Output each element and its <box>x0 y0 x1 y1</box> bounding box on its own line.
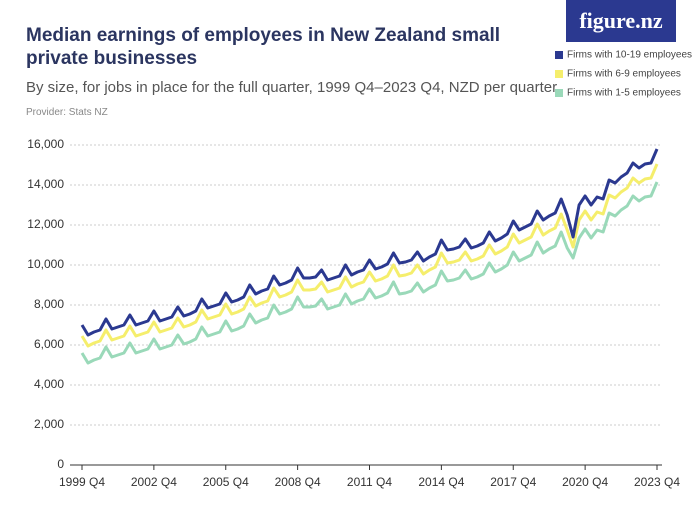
x-tick-label: 2020 Q4 <box>562 475 608 489</box>
y-tick-label: 12,000 <box>27 217 64 231</box>
legend-swatch <box>555 70 563 78</box>
chart-title: Median earnings of employees in New Zeal… <box>26 25 501 69</box>
legend-swatch <box>555 89 563 97</box>
y-tick-label: 16,000 <box>27 137 64 151</box>
legend-label: Firms with 10-19 employees <box>567 50 692 61</box>
series-line <box>80 181 659 365</box>
y-tick-label: 14,000 <box>27 177 64 191</box>
legend-label: Firms with 6-9 employees <box>567 69 681 80</box>
series-line <box>80 163 659 348</box>
x-tick-label: 2005 Q4 <box>203 475 249 489</box>
legend-swatch <box>555 51 563 59</box>
x-tick-label: 2017 Q4 <box>490 475 536 489</box>
y-tick-label: 2,000 <box>34 417 64 431</box>
series-line <box>80 148 659 337</box>
x-tick-label: 2011 Q4 <box>347 475 392 489</box>
x-tick-label: 1999 Q4 <box>59 475 105 489</box>
chart-subtitle: By size, for jobs in place for the full … <box>26 79 558 96</box>
y-tick-label: 4,000 <box>34 377 64 391</box>
y-tick-label: 8,000 <box>34 297 64 311</box>
x-tick-label: 2008 Q4 <box>275 475 321 489</box>
y-tick-label: 6,000 <box>34 337 64 351</box>
x-tick-label: 2014 Q4 <box>418 475 464 489</box>
legend-label: Firms with 1-5 employees <box>567 88 681 99</box>
x-tick-label: 2002 Q4 <box>131 475 177 489</box>
logo[interactable]: figure.nz <box>566 0 676 42</box>
y-tick-label: 0 <box>57 457 64 471</box>
provider: Provider: Stats NZ <box>26 107 108 118</box>
x-tick-label: 2023 Q4 <box>634 475 680 489</box>
y-tick-label: 10,000 <box>27 257 64 271</box>
